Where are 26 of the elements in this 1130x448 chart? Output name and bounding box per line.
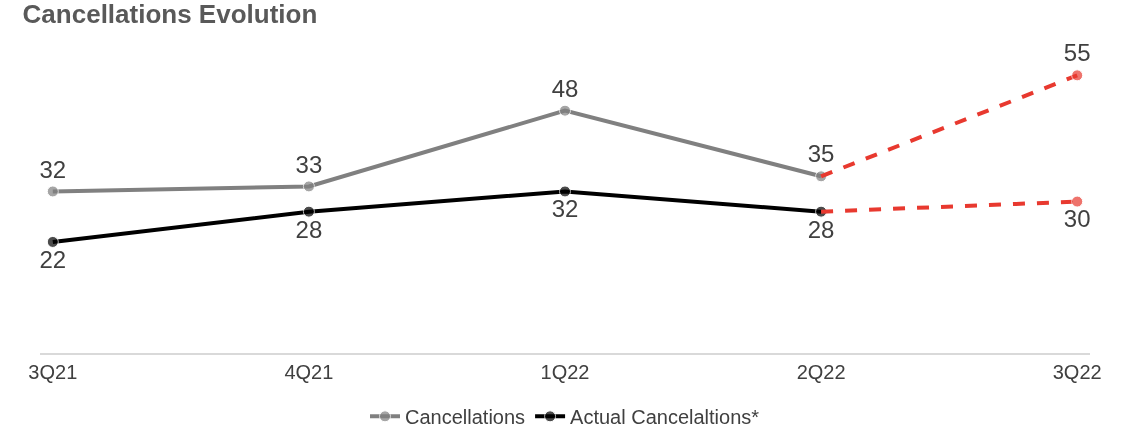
chart-title: Cancellations Evolution <box>22 0 318 29</box>
legend-label: Actual Cancelaltions* <box>570 406 760 429</box>
data-label: 22 <box>39 245 67 273</box>
legend-label: Cancellations <box>405 406 526 429</box>
data-label: 32 <box>551 195 579 223</box>
data-label: 48 <box>551 74 579 102</box>
point <box>46 185 59 198</box>
point <box>559 104 571 117</box>
data-label: 33 <box>295 150 323 178</box>
point <box>1071 69 1084 82</box>
data-label: 28 <box>295 215 323 243</box>
point <box>559 185 571 198</box>
x-tick-label: 3Q22 <box>1052 361 1102 383</box>
point <box>302 205 315 218</box>
point <box>1071 195 1084 208</box>
data-label: 35 <box>807 140 835 168</box>
point <box>302 180 315 193</box>
x-tick-label: 1Q22 <box>540 361 590 383</box>
data-label: 28 <box>807 215 835 243</box>
point <box>46 235 59 248</box>
x-tick-label: 3Q21 <box>28 361 78 383</box>
data-label: 55 <box>1063 39 1091 67</box>
x-tick-label: 4Q21 <box>284 361 334 383</box>
data-label: 32 <box>39 155 67 183</box>
x-tick-label: 2Q22 <box>796 361 846 383</box>
data-label: 30 <box>1063 205 1091 233</box>
